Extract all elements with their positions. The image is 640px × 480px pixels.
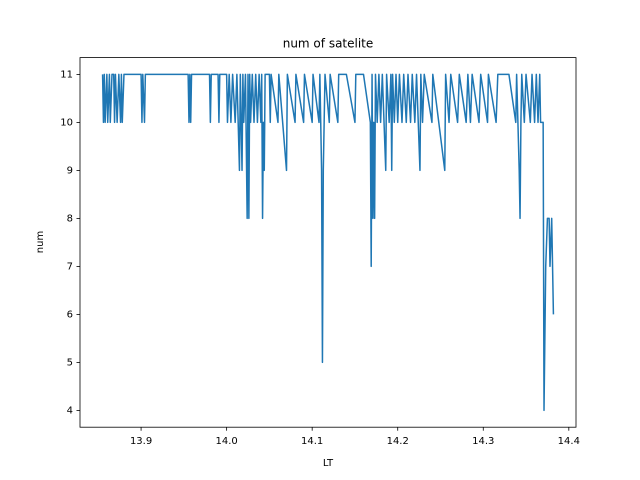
y-tick-label: 5 <box>67 357 73 368</box>
y-tick-label: 11 <box>60 69 73 80</box>
y-axis-label: num <box>35 231 46 253</box>
x-axis-label: LT <box>323 458 334 469</box>
x-tick-label: 13.9 <box>130 436 152 447</box>
y-tick-label: 4 <box>67 405 73 416</box>
chart-title: num of satelite <box>283 37 374 51</box>
y-tick-label: 10 <box>60 117 73 128</box>
y-tick-label: 6 <box>67 309 73 320</box>
x-tick-label: 14.1 <box>301 436 323 447</box>
x-tick-label: 14.3 <box>472 436 494 447</box>
data-line <box>101 73 555 412</box>
x-tick-label: 14.4 <box>558 436 580 447</box>
y-tick-label: 9 <box>67 165 73 176</box>
y-tick-label: 8 <box>67 213 73 224</box>
y-tick-label: 7 <box>67 261 73 272</box>
plot-frame <box>79 57 577 428</box>
x-tick-label: 14.2 <box>387 436 409 447</box>
x-tick-label: 14.0 <box>215 436 237 447</box>
